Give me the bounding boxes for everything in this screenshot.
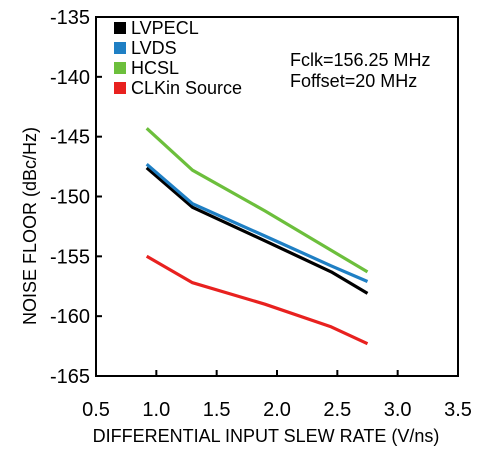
series-line-clkin-source [145, 254, 369, 346]
y-tick-label: -135 [50, 7, 90, 29]
legend-swatch [114, 42, 126, 54]
y-tick-label: -140 [50, 67, 90, 89]
y-tick-label: -150 [50, 187, 90, 209]
legend-label: CLKin Source [131, 78, 242, 98]
legend-label: LVDS [131, 38, 177, 58]
y-tick-label: -165 [50, 366, 90, 388]
annotation-foffset: Foffset=20 MHz [290, 71, 417, 91]
x-axis-title: DIFFERENTIAL INPUT SLEW RATE (V/ns) [93, 426, 440, 446]
y-tick-label: -145 [50, 127, 90, 149]
x-tick-label: 3.0 [384, 399, 412, 421]
legend-swatch [114, 22, 126, 34]
series-line-lvpecl [145, 166, 369, 295]
y-tick-label: -155 [50, 246, 90, 268]
series-lines [145, 127, 369, 346]
legend-label: HCSL [131, 58, 179, 78]
x-tick-label: 2.0 [263, 399, 291, 421]
x-tick-label: 0.5 [82, 399, 110, 421]
series-line-lvds [145, 162, 369, 283]
y-tick-label: -160 [50, 306, 90, 328]
series-line-hcsl [145, 127, 369, 274]
y-tick-labels: -135 -140 -145 -150 -155 -160 -165 [50, 7, 90, 388]
plot-frame [95, 16, 459, 377]
y-axis-title: NOISE FLOOR (dBc/Hz) [20, 127, 40, 325]
legend-label: LVPECL [131, 18, 199, 38]
x-tick-labels: 0.5 1.0 1.5 2.0 2.5 3.0 3.5 [82, 399, 472, 421]
annotation-fclk: Fclk=156.25 MHz [290, 50, 431, 70]
x-tick-label: 2.5 [323, 399, 351, 421]
legend-swatch [114, 62, 126, 74]
x-tick-label: 1.5 [203, 399, 231, 421]
x-tick-label: 3.5 [444, 399, 472, 421]
legend-swatch [114, 82, 126, 94]
x-tick-label: 1.0 [142, 399, 170, 421]
